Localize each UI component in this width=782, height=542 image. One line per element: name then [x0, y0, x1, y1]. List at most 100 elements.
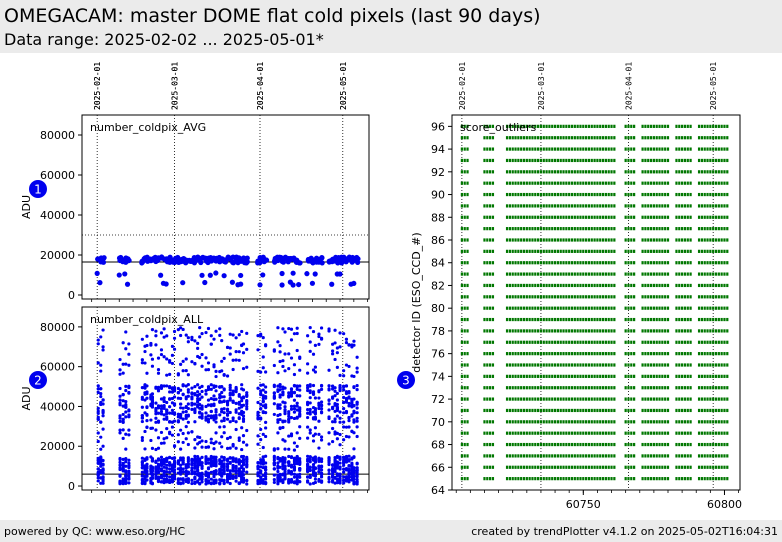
outlier-mark [486, 352, 489, 356]
data-point [317, 432, 321, 436]
outlier-mark [664, 420, 667, 424]
outlier-mark [548, 295, 551, 299]
outlier-mark [593, 352, 596, 356]
outlier-mark [717, 420, 720, 424]
data-point [143, 361, 147, 365]
outlier-mark [686, 408, 689, 413]
data-point [222, 372, 226, 377]
data-point [261, 396, 265, 400]
outlier-mark [630, 283, 633, 288]
data-point [292, 448, 297, 452]
outlier-mark [463, 363, 466, 367]
outlier-mark [717, 454, 720, 458]
data-point [347, 404, 351, 408]
outlier-mark [542, 227, 545, 231]
outlier-mark [644, 192, 647, 197]
outlier-mark [508, 386, 511, 390]
outlier-mark [720, 408, 723, 413]
outlier-mark [644, 261, 647, 265]
data-point [319, 411, 324, 415]
outlier-mark [709, 249, 712, 253]
outlier-mark [720, 431, 723, 435]
data-point [96, 431, 100, 435]
outlier-mark [565, 283, 568, 288]
outlier-mark [489, 352, 492, 356]
outlier-mark [700, 454, 703, 458]
outlier-mark [601, 227, 605, 231]
outlier-mark [596, 431, 599, 435]
outlier-mark [681, 306, 684, 310]
outlier-mark [630, 352, 633, 356]
data-point [118, 401, 122, 405]
outlier-mark [553, 454, 557, 458]
outlier-mark [520, 147, 523, 151]
outlier-mark [613, 442, 616, 447]
outlier-mark [726, 431, 729, 435]
outlier-mark [610, 295, 613, 299]
outlier-mark [466, 261, 469, 265]
outlier-mark [666, 192, 670, 197]
outlier-mark [525, 136, 528, 140]
outlier-mark [649, 442, 653, 447]
outlier-mark [652, 261, 655, 265]
data-point [335, 365, 339, 369]
data-point [292, 462, 297, 466]
data-point [204, 404, 208, 409]
outlier-mark [565, 261, 568, 265]
outlier-mark [633, 340, 636, 344]
outlier-mark [700, 136, 703, 140]
data-point [313, 432, 318, 436]
outlier-mark [551, 181, 554, 185]
outlier-mark [613, 431, 616, 435]
outlier-mark [726, 374, 729, 378]
data-point [228, 435, 232, 439]
outlier-mark [537, 397, 540, 401]
outlier-mark [714, 306, 718, 310]
outlier-mark [528, 363, 531, 367]
outlier-mark [585, 397, 588, 401]
data-point [168, 372, 172, 376]
outlier-mark [525, 420, 528, 424]
outlier-mark [587, 317, 591, 322]
outlier-mark [483, 147, 486, 151]
data-point [279, 282, 285, 288]
outlier-mark [610, 352, 613, 356]
outlier-mark [613, 397, 616, 401]
panel2-y-axis-label: ADU [20, 386, 33, 410]
outlier-mark [599, 477, 602, 481]
data-point [186, 394, 190, 398]
data-point [121, 392, 125, 397]
outlier-mark [486, 363, 489, 367]
outlier-mark [582, 340, 585, 344]
data-point [264, 420, 268, 424]
data-point [154, 343, 158, 347]
outlier-mark [466, 306, 469, 310]
outlier-mark [647, 431, 650, 435]
outlier-mark [675, 158, 678, 163]
data-point [118, 473, 122, 477]
outlier-mark [675, 386, 678, 390]
outlier-mark [579, 204, 582, 208]
outlier-mark [545, 454, 548, 458]
outlier-mark [610, 158, 613, 163]
data-point [313, 480, 318, 485]
outlier-mark [525, 340, 528, 344]
data-point [127, 477, 131, 481]
outlier-mark [531, 408, 534, 413]
outlier-mark [666, 170, 670, 174]
outlier-mark [712, 249, 715, 253]
outlier-mark [570, 249, 574, 253]
outlier-mark [689, 158, 692, 163]
outlier-mark [647, 192, 650, 197]
data-point [289, 480, 294, 484]
outlier-mark [683, 204, 687, 208]
outlier-mark [604, 238, 607, 242]
outlier-mark [565, 306, 568, 310]
outlier-mark [522, 306, 526, 310]
outlier-mark [570, 136, 574, 140]
outlier-mark [720, 136, 723, 140]
data-point [338, 373, 342, 377]
outlier-mark [489, 329, 492, 333]
outlier-mark [511, 295, 514, 299]
outlier-mark [593, 295, 596, 299]
